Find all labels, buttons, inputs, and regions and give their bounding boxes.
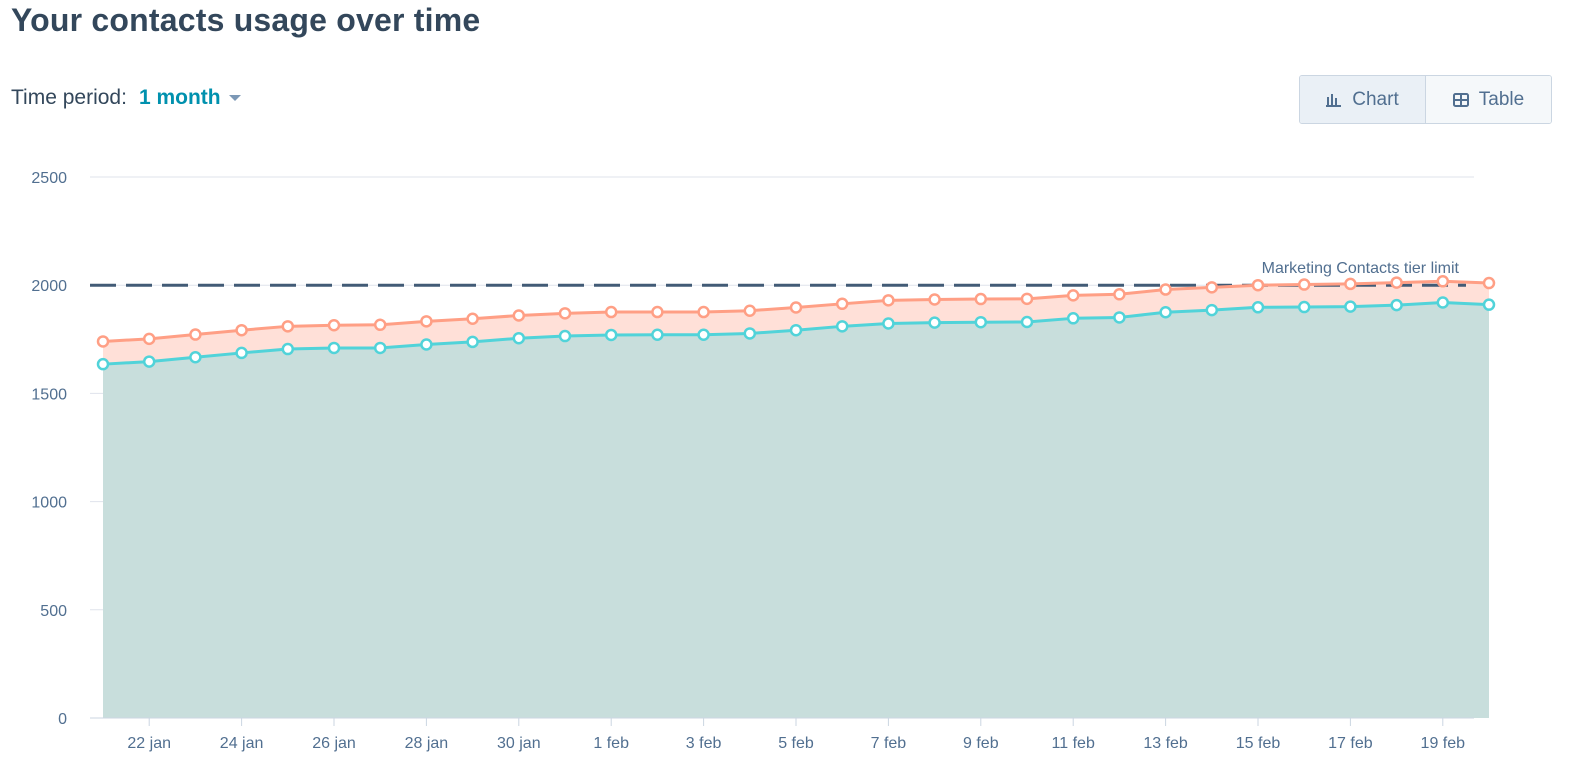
table-view-label: Table xyxy=(1478,88,1525,110)
y-tick-label: 1000 xyxy=(31,495,67,512)
series-0-point xyxy=(373,318,387,332)
series-1-point xyxy=(697,328,710,342)
time-period-filter: Time period: 1 month xyxy=(11,86,241,110)
x-tick-label: 22 jan xyxy=(127,735,171,752)
series-1-point xyxy=(327,341,341,355)
series-0-point xyxy=(1297,278,1311,291)
series-1-point xyxy=(1020,315,1034,329)
series-0-point xyxy=(1113,288,1126,301)
series-1-point xyxy=(1344,300,1357,313)
series-0-point xyxy=(512,309,526,322)
series-0-point xyxy=(1436,275,1450,288)
series-0-point xyxy=(327,318,341,332)
series-1-point xyxy=(1251,301,1265,314)
series-1-point xyxy=(189,351,202,364)
y-tick-label: 1500 xyxy=(31,386,67,403)
time-period-dropdown[interactable]: 1 month xyxy=(139,86,241,110)
series-0-point xyxy=(789,301,803,314)
tier-limit-label: Marketing Contacts tier limit xyxy=(1262,260,1460,277)
series-0-point xyxy=(1066,289,1080,302)
series-0-point xyxy=(928,293,941,306)
y-tick-label: 2500 xyxy=(31,170,67,187)
contacts-usage-chart: 0 500 1000 1500 2000 2500 Marketing Contacts t… xyxy=(31,170,1496,752)
x-tick-label: 3 feb xyxy=(686,735,722,752)
series-0-point xyxy=(1205,281,1219,294)
table-icon xyxy=(1452,92,1469,107)
x-tick-label: 11 feb xyxy=(1052,735,1095,752)
series-1-point xyxy=(96,357,110,371)
series-1-point xyxy=(604,328,618,342)
series-1-point xyxy=(882,317,895,330)
series-0-point xyxy=(1251,278,1265,292)
series-0-point xyxy=(1020,292,1034,306)
y-tick-label: 2000 xyxy=(31,278,67,295)
series-0-point xyxy=(420,315,433,328)
series-1-area xyxy=(103,302,1489,718)
y-tick-label: 500 xyxy=(40,603,67,620)
x-tick-label: 1 feb xyxy=(593,735,629,752)
series-1-point xyxy=(373,341,387,355)
series-1-point xyxy=(1482,298,1496,311)
page-title: Your contacts usage over time xyxy=(11,2,481,38)
series-1-point xyxy=(1390,298,1403,312)
bar-chart-icon xyxy=(1326,93,1342,107)
x-tick-label: 24 jan xyxy=(220,735,264,752)
x-tick-label: 9 feb xyxy=(963,735,999,752)
series-1-point xyxy=(651,328,664,342)
caret-down-icon xyxy=(228,95,241,101)
series-0-point xyxy=(466,312,479,325)
series-1-point xyxy=(420,338,433,351)
series-0-point xyxy=(651,305,664,319)
series-0-point xyxy=(558,307,572,320)
series-1-point xyxy=(281,342,295,356)
series-0-point xyxy=(1344,277,1357,291)
x-tick-label: 7 feb xyxy=(871,735,907,752)
series-0-point xyxy=(1390,276,1403,289)
series-1-point xyxy=(743,327,757,340)
time-period-value: 1 month xyxy=(138,86,221,109)
series-1-point xyxy=(1205,303,1219,317)
series-0-point xyxy=(1482,276,1496,290)
series-1-point xyxy=(466,335,479,349)
series-0-point xyxy=(281,320,295,333)
series-1-point xyxy=(789,323,803,337)
time-period-label: Time period: xyxy=(11,86,127,109)
series-0-point xyxy=(235,323,248,337)
series-1-point xyxy=(512,331,526,345)
series-0-point xyxy=(604,305,618,319)
series-0-point xyxy=(96,335,110,348)
series-0-point xyxy=(974,292,988,306)
x-tick-label: 5 feb xyxy=(778,735,814,752)
y-tick-label: 0 xyxy=(58,711,67,728)
series-1-point xyxy=(974,315,988,329)
series-1-point xyxy=(558,329,572,343)
series-1-point xyxy=(1066,312,1080,325)
series-1-point xyxy=(1159,306,1172,319)
x-tick-label: 19 feb xyxy=(1421,735,1466,752)
series-1-point xyxy=(235,346,248,360)
x-tick-label: 13 feb xyxy=(1143,735,1188,752)
series-0-point xyxy=(882,294,895,307)
view-toggle: Chart Table xyxy=(1299,75,1552,124)
chart-view-label: Chart xyxy=(1352,88,1399,110)
series-0-point xyxy=(697,305,710,319)
chart-view-button[interactable]: Chart xyxy=(1300,76,1425,123)
x-tick-label: 15 feb xyxy=(1236,735,1281,752)
series-1-point xyxy=(928,316,941,329)
series-0-point xyxy=(835,297,849,311)
series-1-point xyxy=(835,320,849,333)
x-tick-label: 30 jan xyxy=(497,735,541,752)
series-1-point xyxy=(1297,300,1311,314)
x-tick-label: 26 jan xyxy=(312,735,356,752)
x-tick-label: 28 jan xyxy=(405,735,449,752)
series-1-point xyxy=(1436,296,1450,309)
series-0-point xyxy=(743,304,757,317)
series-1-point xyxy=(142,355,156,368)
series-0-point xyxy=(1159,283,1172,296)
series-1-point xyxy=(1113,311,1126,324)
table-view-button[interactable]: Table xyxy=(1425,76,1551,123)
x-tick-label: 17 feb xyxy=(1328,735,1373,752)
series-0-point xyxy=(189,328,202,341)
series-0-point xyxy=(142,332,156,346)
